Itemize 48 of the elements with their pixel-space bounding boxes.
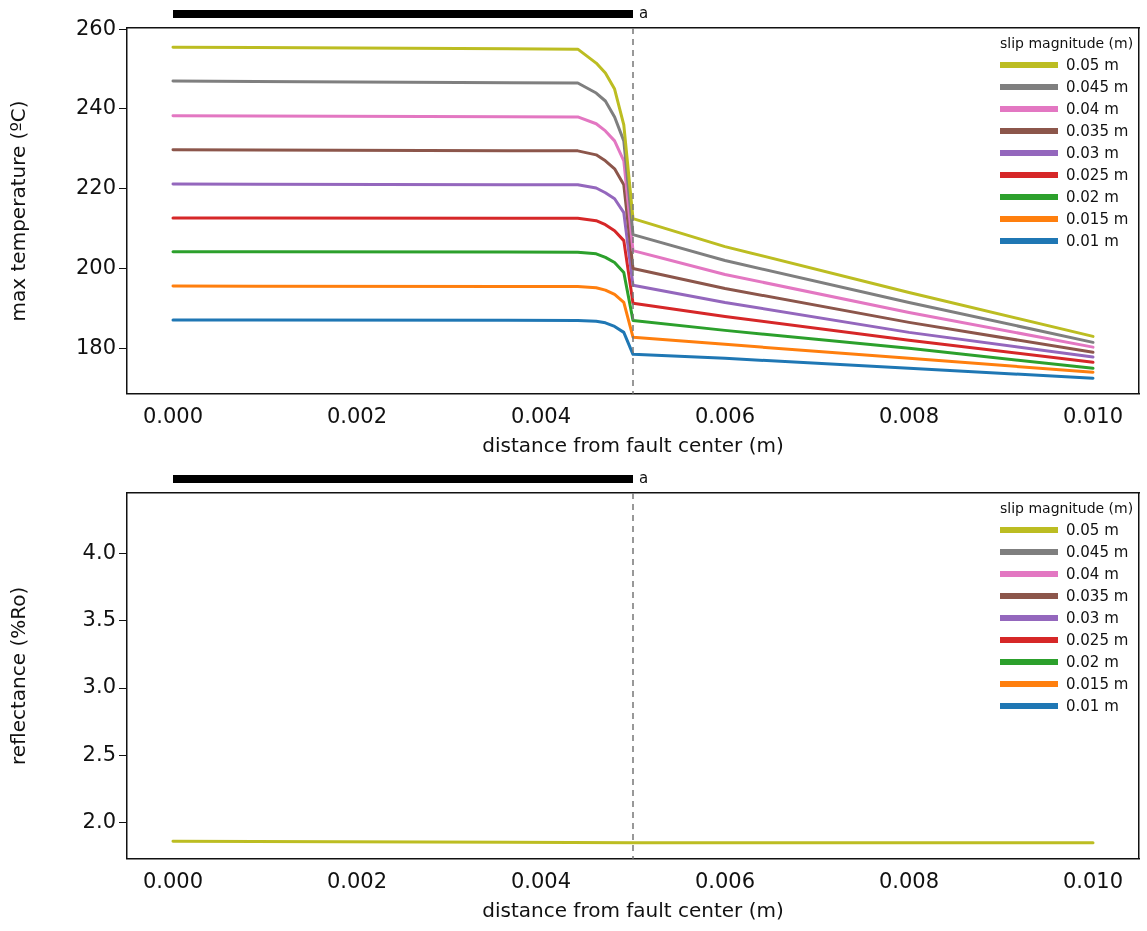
x-tick-label: 0.010 — [1062, 868, 1124, 893]
y-tick-label: 2.5 — [82, 741, 116, 766]
x-tick-label: 0.006 — [694, 868, 756, 893]
legend-label: 0.03 m — [1066, 608, 1119, 629]
y-axis-title: max temperature (ºC) — [6, 100, 31, 322]
y-tick-label: 200 — [75, 255, 116, 279]
legend-label: 0.045 m — [1066, 77, 1129, 98]
legend-label: 0.04 m — [1066, 564, 1119, 585]
x-tick-label: 0.002 — [326, 403, 388, 428]
x-tick-label: 0.000 — [142, 403, 204, 428]
text: a — [639, 3, 649, 22]
y-tick-label: 180 — [75, 334, 116, 359]
legend-label: 0.05 m — [1066, 520, 1119, 541]
legend-label: 0.035 m — [1066, 121, 1129, 142]
x-tick-label: 0.008 — [878, 868, 940, 893]
y-tick-label: 260 — [75, 15, 116, 40]
legend-label: 0.01 m — [1066, 696, 1119, 717]
x-tick-label: 0.004 — [510, 403, 572, 428]
legend-label: 0.035 m — [1066, 586, 1129, 607]
legend-label: 0.04 m — [1066, 99, 1119, 120]
x-tick-label: 0.010 — [1062, 403, 1124, 428]
y-tick-label: 2.0 — [82, 808, 116, 833]
legend-label: 0.045 m — [1066, 542, 1129, 563]
x-axis-title: distance from fault center (m) — [482, 433, 784, 458]
legend-title: slip magnitude (m) — [1000, 34, 1134, 53]
legend-label: 0.015 m — [1066, 209, 1129, 230]
legend-label: 0.03 m — [1066, 143, 1119, 164]
x-axis-title: distance from fault center (m) — [482, 898, 784, 923]
x-tick-label: 0.004 — [510, 868, 572, 893]
x-tick-label: 0.000 — [142, 868, 204, 893]
y-tick-label: 3.5 — [82, 607, 116, 632]
legend-label: 0.05 m — [1066, 55, 1119, 76]
legend-label: 0.025 m — [1066, 165, 1129, 186]
legend-title: slip magnitude (m) — [1000, 499, 1134, 518]
legend-label: 0.01 m — [1066, 231, 1119, 252]
y-axis-title: reflectance (%Ro) — [6, 586, 31, 766]
y-tick-label: 3.0 — [82, 674, 116, 699]
legend-label: 0.02 m — [1066, 652, 1119, 673]
x-tick-label: 0.006 — [694, 403, 756, 428]
legend-label: 0.015 m — [1066, 674, 1129, 695]
y-tick-label: 4.0 — [82, 539, 116, 564]
text: a — [639, 468, 649, 487]
x-tick-label: 0.002 — [326, 868, 388, 893]
y-tick-label: 220 — [75, 175, 116, 200]
legend-label: 0.02 m — [1066, 187, 1119, 208]
y-tick-label: 240 — [75, 95, 116, 120]
legend-label: 0.025 m — [1066, 630, 1129, 651]
x-tick-label: 0.008 — [878, 403, 940, 428]
